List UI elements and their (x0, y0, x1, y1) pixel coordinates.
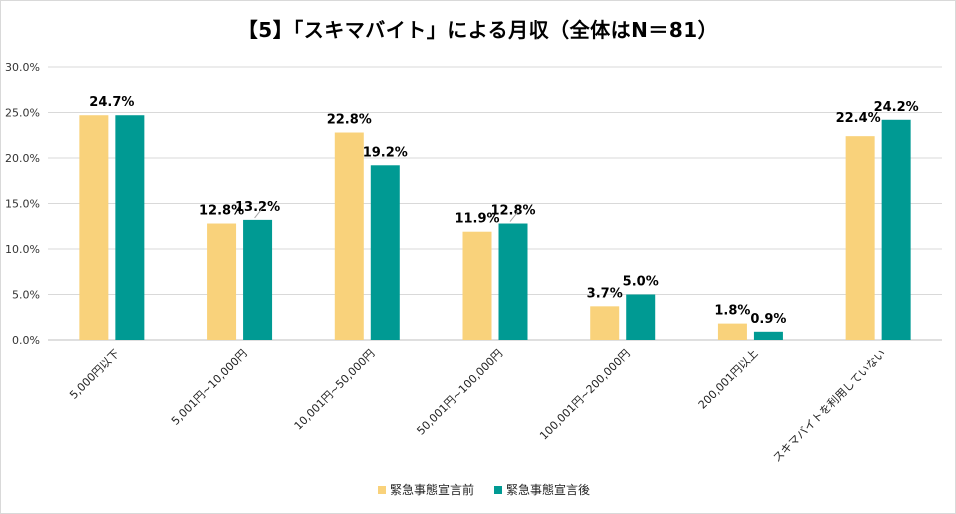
bar-after (243, 219, 273, 340)
y-tick-label: 5.0% (12, 289, 40, 302)
legend-swatch (378, 486, 386, 494)
bar-after (115, 115, 145, 340)
y-tick-label: 30.0% (5, 61, 40, 74)
data-label: 3.7% (587, 286, 623, 301)
data-label: 19.2% (363, 145, 408, 160)
x-category-label: 100,001円~200,000円 (537, 347, 633, 443)
legend-swatch (494, 486, 502, 494)
data-label: 12.8% (490, 204, 535, 219)
bar-after (498, 223, 528, 340)
data-label: 24.2% (874, 100, 919, 115)
bar-before (334, 132, 364, 340)
bar-after (626, 294, 656, 340)
data-label: 24.7% (89, 95, 134, 110)
bar-after (370, 165, 400, 340)
bar-after (753, 331, 783, 340)
x-category-label: 5,001円~10,000円 (169, 347, 250, 428)
data-label: 1.8% (714, 304, 750, 319)
chart-title: 【5】「スキマバイト」による月収（全体はN＝81） (237, 18, 719, 42)
x-category-label: 200,001円以上 (696, 347, 761, 412)
data-label: 5.0% (623, 275, 659, 290)
legend-label: 緊急事態宣言後 (506, 482, 590, 497)
data-label: 13.2% (235, 200, 280, 215)
x-category-label: スキマバイトを利用していない (770, 347, 888, 465)
data-label: 22.8% (327, 113, 372, 128)
y-tick-label: 0.0% (12, 334, 40, 347)
bar-before (717, 323, 747, 340)
data-label: 11.9% (454, 212, 499, 227)
y-tick-label: 15.0% (5, 198, 40, 211)
bar-before (79, 115, 109, 340)
y-tick-label: 25.0% (5, 107, 40, 120)
leader-line (509, 211, 519, 222)
bar-before (845, 136, 875, 340)
bar-before (590, 306, 620, 340)
data-label: 0.9% (750, 312, 786, 327)
x-category-label: 10,001円~50,000円 (292, 347, 378, 433)
bar-before (207, 223, 237, 340)
bar-after (881, 119, 911, 340)
x-category-label: 5,000円以下 (67, 347, 122, 402)
bar-before (462, 231, 492, 340)
y-tick-label: 10.0% (5, 243, 40, 256)
leader-line (254, 207, 263, 219)
x-category-label: 50,001円~100,000円 (414, 347, 505, 438)
legend-label: 緊急事態宣言前 (390, 482, 474, 497)
data-label: 12.8% (199, 204, 244, 219)
y-tick-label: 20.0% (5, 152, 40, 165)
data-label: 22.4% (836, 111, 881, 126)
